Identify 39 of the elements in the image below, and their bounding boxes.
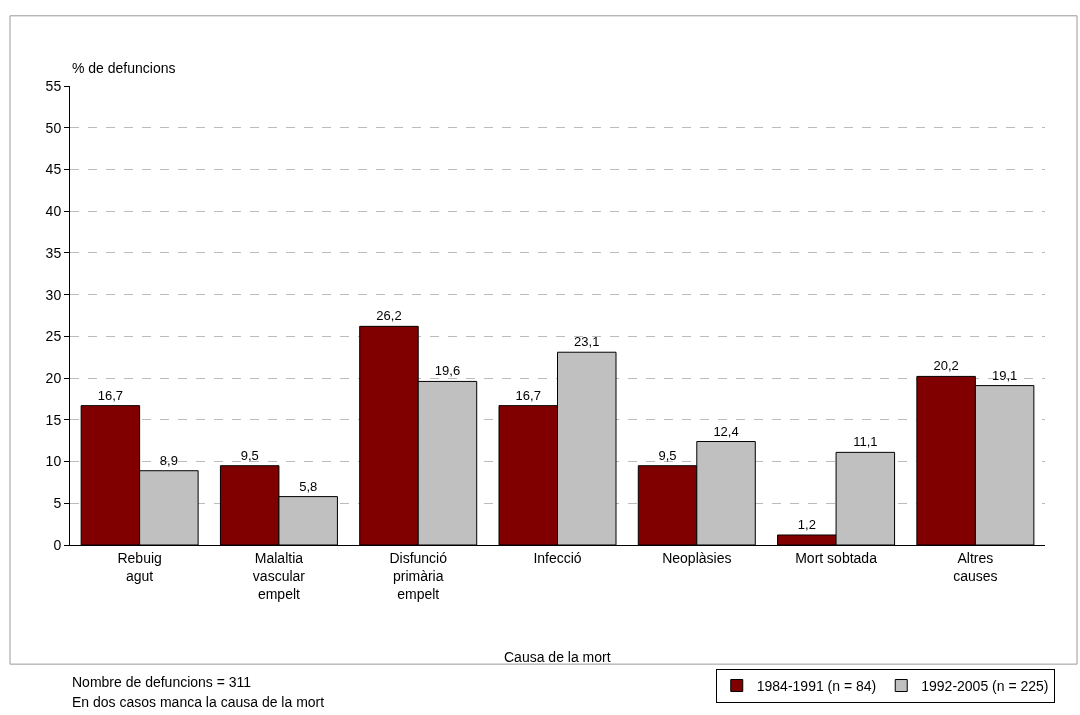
x-tick-label: Infecció (533, 549, 582, 566)
y-tick-label: 40 (45, 203, 62, 220)
data-label: 19,1 (991, 367, 1018, 383)
data-label: 26,2 (376, 308, 402, 324)
data-label: 19,6 (434, 363, 461, 379)
y-tick-label: 15 (45, 411, 62, 428)
y-tick-label: 35 (45, 244, 62, 261)
y-tick-label: 45 (45, 161, 62, 178)
data-label: 20,2 (933, 358, 959, 374)
data-label: 5,8 (299, 478, 318, 494)
data-label: 1,2 (797, 516, 816, 532)
text: Nombre de defuncions = 311 (72, 674, 252, 690)
y-tick-label: 10 (45, 453, 62, 470)
data-label: 16,7 (515, 387, 541, 403)
x-tick-label: Altres causes (953, 549, 998, 584)
text: En dos casos manca la causa de la mort (72, 694, 325, 710)
legend-label: 1992-2005 (n = 225) (921, 677, 1049, 694)
x-tick-label: Mort sobtada (795, 549, 878, 566)
y-tick-label: 0 (53, 536, 62, 553)
y-axis-title: % de defuncions (72, 60, 176, 76)
x-tick-label: Neoplàsies (662, 549, 732, 566)
y-tick-label: 55 (45, 77, 62, 94)
y-tick-label: 25 (45, 328, 62, 345)
x-tick-label: Rebuig agut (117, 549, 162, 584)
data-label: 16,7 (97, 387, 124, 403)
data-label: 12,4 (713, 423, 739, 439)
x-axis-title: Causa de la mort (504, 649, 611, 665)
data-label: 9,5 (240, 447, 259, 463)
y-tick-label: 30 (45, 286, 62, 303)
legend-label: 1984-1991 (n = 84) (756, 677, 877, 694)
x-tick-label: Malaltia vascular empelt (252, 549, 306, 603)
data-label: 8,9 (159, 452, 178, 468)
y-tick-label: 5 (53, 495, 62, 512)
y-tick-label: 20 (45, 369, 62, 386)
data-label: 23,1 (574, 334, 600, 350)
data-label: 9,5 (658, 447, 677, 463)
data-label: 11,1 (853, 434, 878, 450)
x-tick-label: Disfunció primària empelt (389, 549, 448, 603)
y-tick-label: 50 (45, 119, 62, 136)
